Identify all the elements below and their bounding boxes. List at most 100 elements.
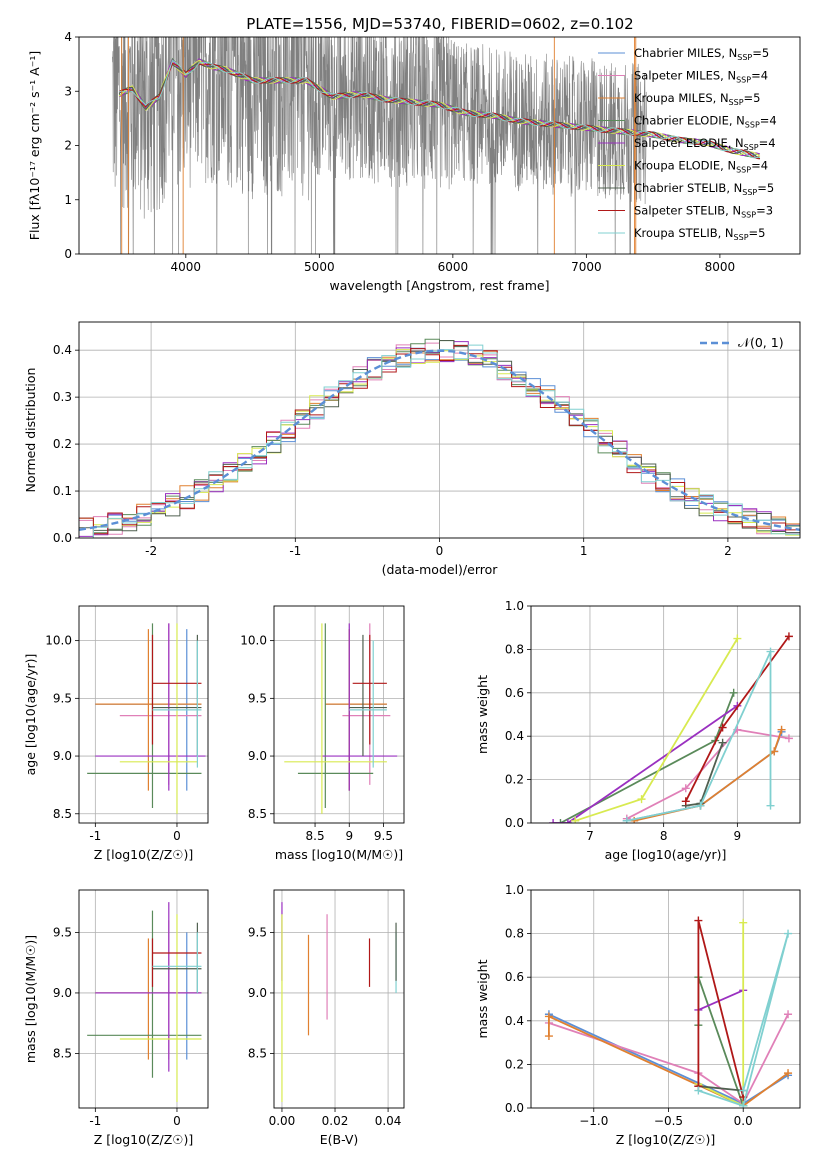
x-tick-label: -1 (89, 829, 101, 843)
y-axis-label: mass weight (475, 959, 490, 1038)
x-tick-label: 0 (436, 544, 444, 558)
y-axis-label: mass weight (475, 675, 490, 754)
legend-entry-kroupa-stelib: Kroupa STELIB, NSSP=5 (634, 226, 765, 242)
panel-spectrum: 4000 5000 6000 7000 8000 0 1 2 3 4 wavelength [Ang… (27, 30, 801, 293)
panel-weight-vs-age: 7 8 9 0.0 0.2 0.4 0.6 0.8 1.0 age [log10(age/yr)]… (475, 599, 801, 862)
weight-line-kroupa-stelib (698, 933, 789, 1107)
weight-marker-kroupa-stelib (739, 1086, 748, 1095)
weight-marker-salpeter-elodie (563, 819, 572, 823)
weight-marker-kroupa-elodie (733, 634, 742, 643)
x-tick-label: −1.0 (579, 1114, 608, 1128)
axes-frame (78, 889, 209, 1109)
y-tick-label: 1.0 (505, 599, 524, 613)
legend-count: =5 (744, 91, 761, 105)
weight-marker-kroupa-miles (630, 816, 639, 823)
weight-marker-kroupa-stelib (784, 929, 793, 938)
weight-marker-kroupa-miles (777, 725, 786, 734)
y-axis-label: age [log10(age/yr)] (23, 654, 38, 776)
y-tick-label: 8.5 (248, 807, 267, 821)
axes-frame (78, 605, 209, 824)
weight-marker-kroupa-stelib (739, 1101, 748, 1108)
model-line-salpeter-stelib (118, 62, 760, 160)
model-line-kroupa-stelib (119, 59, 761, 159)
weight-line-kroupa-miles (548, 1014, 789, 1107)
legend-count: =5 (757, 181, 774, 195)
legend-subscript: SSP (737, 53, 752, 62)
weight-marker-kroupa-stelib (694, 1086, 703, 1095)
x-tick-label: -2 (145, 544, 157, 558)
y-tick-label: 0.4 (53, 343, 72, 357)
y-tick-label: 10.0 (45, 634, 72, 648)
weight-marker-kroupa-elodie (571, 816, 580, 823)
x-tick-label: 1 (580, 544, 588, 558)
weight-marker-kroupa-miles (770, 747, 779, 756)
x-tick-label: 9 (345, 829, 353, 843)
x-tick-label: -1 (289, 544, 301, 558)
weight-marker-kroupa-miles (544, 1012, 553, 1021)
weight-marker-chabrier-stelib (718, 738, 727, 747)
panel-age-vs-mass: 8.5 9 9.5 8.5 9.0 9.5 10.0 mass [log10(M/M☉)] (240, 605, 405, 862)
legend-count: =4 (751, 69, 768, 83)
weight-marker-kroupa-elodie (637, 795, 646, 804)
legend-count: =4 (759, 136, 776, 150)
weight-marker-kroupa-stelib (696, 801, 705, 810)
legend-subscript: SSP (744, 143, 759, 152)
plot-area (274, 606, 404, 823)
y-tick-label: 0.2 (505, 773, 524, 787)
axes-frame (530, 889, 801, 1109)
x-tick-label: 9 (734, 829, 742, 843)
x-tick-label: 0.0 (734, 1114, 753, 1128)
legend-gauss-label: 𝒩(0, 1) (738, 335, 784, 350)
figure-title: PLATE=1556, MJD=53740, FIBERID=0602, z=0… (246, 15, 633, 33)
legend-entry-chabrier-miles: Chabrier MILES, NSSP=5 (634, 46, 769, 62)
y-tick-label: 9.5 (248, 691, 267, 705)
y-tick-label: 8.5 (248, 1047, 267, 1061)
y-tick-label: 0.0 (505, 1101, 524, 1115)
y-tick-label: 9.5 (53, 925, 72, 939)
y-tick-label: 9.5 (53, 691, 72, 705)
y-tick-label: 0.0 (505, 816, 524, 830)
x-tick-label: 8 (660, 829, 668, 843)
y-tick-label: 1.0 (505, 883, 524, 897)
x-axis-label: mass [log10(M/M☉)] (275, 847, 403, 862)
weight-marker-kroupa-stelib (622, 816, 631, 823)
y-tick-label: 0.8 (505, 642, 524, 656)
legend-subscript: SSP (745, 121, 760, 130)
y-tick-label: 0.3 (53, 390, 72, 404)
weight-marker-kroupa-stelib (766, 647, 775, 656)
legend-subscript: SSP (729, 98, 744, 107)
y-tick-label: 0.6 (505, 686, 524, 700)
y-axis-label: mass [log10(M/M☉)] (23, 935, 38, 1063)
plot-area (531, 890, 800, 1108)
x-axis-label: (data-model)/error (382, 562, 499, 577)
weight-marker-chabrier-elodie (556, 819, 565, 823)
legend-count: =4 (760, 114, 777, 128)
y-tick-label: 2 (64, 139, 72, 153)
x-tick-label: 0.02 (322, 1114, 349, 1128)
y-tick-label: 8.5 (53, 807, 72, 821)
x-tick-label: 0 (173, 1114, 181, 1128)
x-axis-label: E(B-V) (320, 1132, 359, 1147)
axes-frame (273, 889, 405, 1109)
panel-mass-vs-z: -1 0 8.5 9.0 9.5 Z [log10(Z/Z☉)] mass [log10(M… (23, 889, 209, 1147)
legend-entry-salpeter-stelib: Salpeter STELIB, NSSP=3 (634, 204, 773, 220)
legend-entry-chabrier-elodie: Chabrier ELODIE, NSSP=4 (634, 114, 777, 130)
plot-area (79, 890, 208, 1108)
panel-residuals: -2 -1 0 1 2 0.0 0.1 0.2 0.3 0.4 (data-model)/error… (23, 321, 801, 577)
spectrum-data-line (112, 37, 647, 254)
panel-age-vs-z: -1 0 8.5 9.0 9.5 10.0 Z [log10(Z/Z☉)] age [log1… (23, 605, 209, 862)
legend-subscript: SSP (741, 211, 756, 220)
panel-mass-vs-ebv: 0.00 0.02 0.04 8.5 9.0 9.5 E(B-V) (248, 889, 405, 1147)
x-axis-label: wavelength [Angstrom, rest frame] (329, 278, 549, 293)
y-tick-label: 0.6 (505, 970, 524, 984)
model-line-chabrier-stelib (118, 62, 761, 160)
y-tick-label: 0.2 (505, 1057, 524, 1071)
legend-count: =4 (751, 159, 768, 173)
x-tick-label: 7000 (571, 260, 602, 274)
x-tick-label: 0.04 (375, 1114, 402, 1128)
legend-entry-kroupa-miles: Kroupa MILES, NSSP=5 (634, 91, 760, 107)
weight-line-kroupa-elodie (574, 638, 739, 822)
legend-entry-chabrier-stelib: Chabrier STELIB, NSSP=5 (634, 181, 774, 197)
weight-marker-kroupa-stelib (766, 801, 775, 810)
